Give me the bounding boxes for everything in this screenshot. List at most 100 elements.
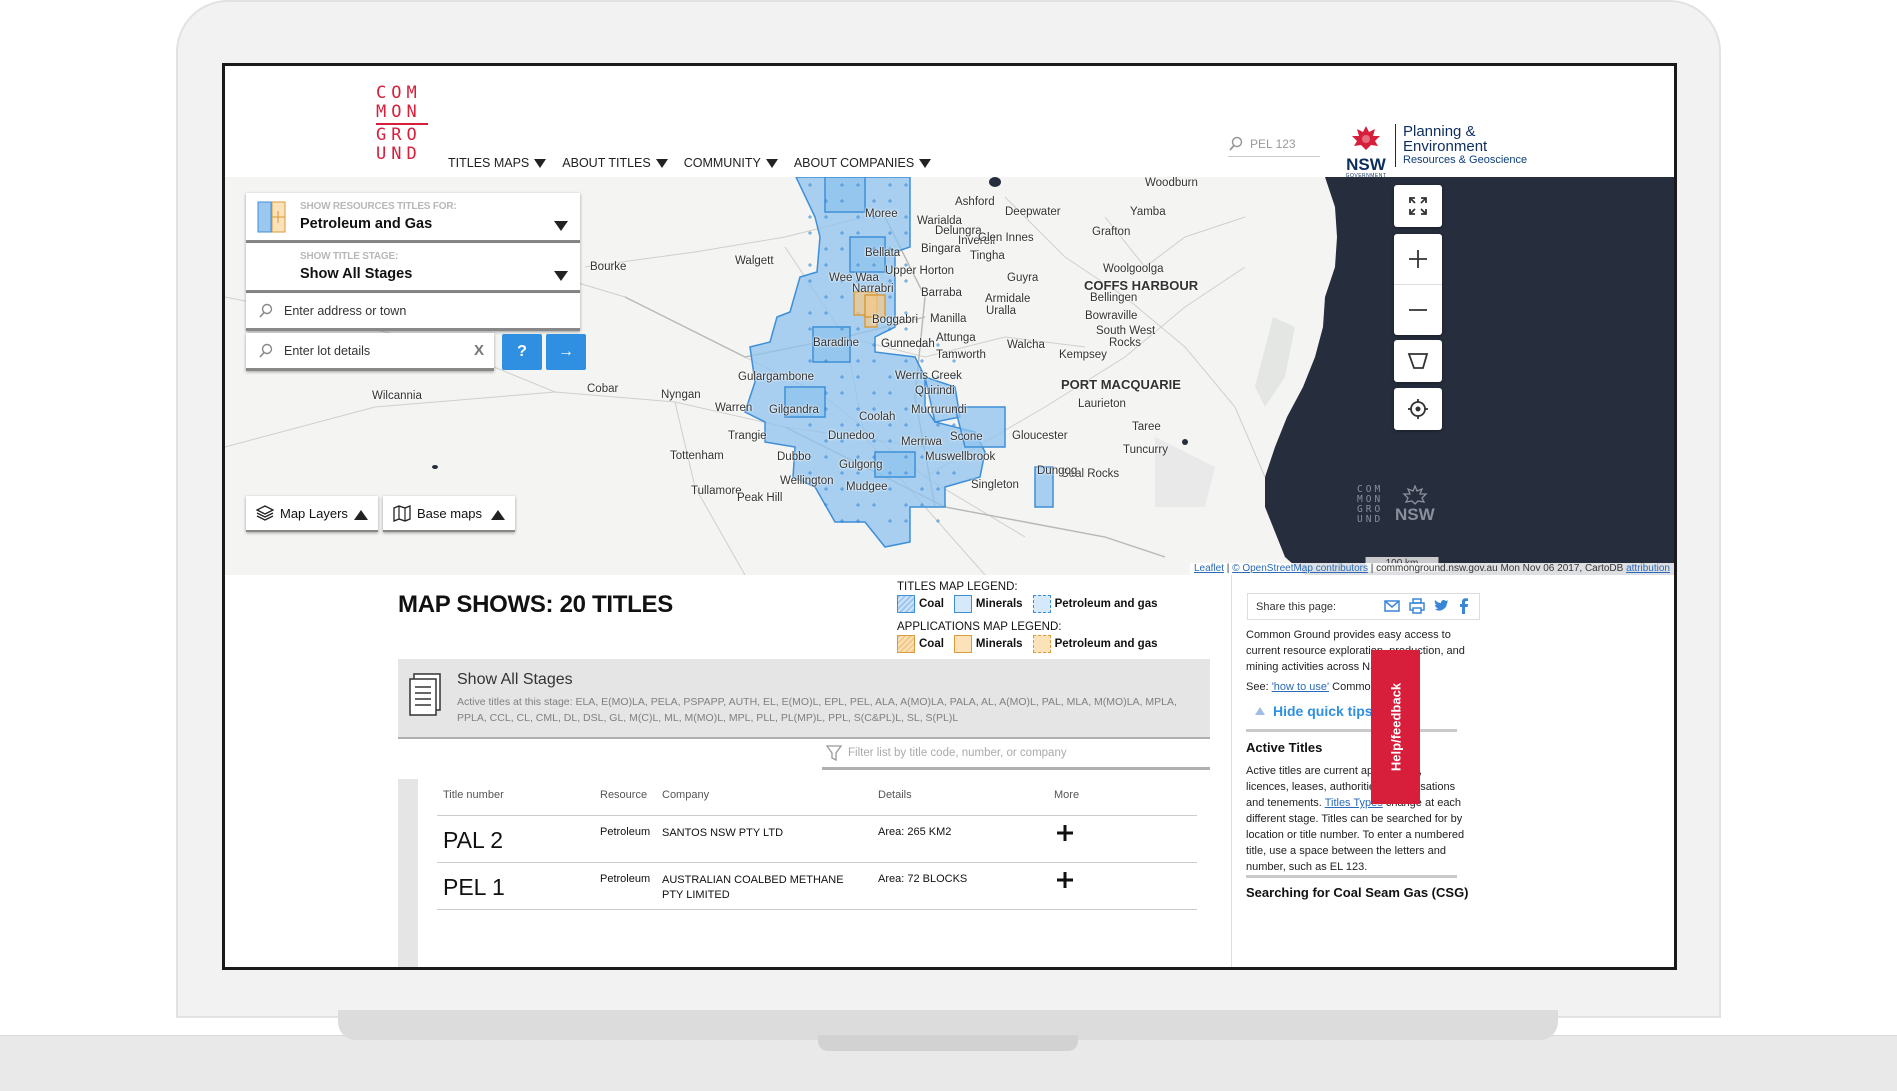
how-to-use-link[interactable]: 'how to use' — [1271, 681, 1330, 693]
map-place-label: Moree — [865, 208, 898, 220]
main-nav: TITLES MAPS ABOUT TITLES COMMUNITY ABOUT… — [443, 146, 947, 192]
common-ground-logo[interactable]: COM MON GRO UND — [376, 84, 434, 164]
map-place-label: Barraba — [921, 287, 962, 299]
resource-type-select[interactable]: SHOW RESOURCES TITLES FOR: Petroleum and… — [246, 193, 580, 243]
map-place-label: Scone — [950, 431, 983, 443]
expand-row-button[interactable] — [1055, 824, 1075, 844]
nsw-wordmark: NSW — [1346, 155, 1386, 174]
map-place-label: Nyngan — [661, 389, 701, 401]
map-place-label: Uralla — [986, 305, 1017, 317]
base-maps-button[interactable]: Base maps — [383, 496, 515, 532]
cartodb-attribution-link[interactable]: attribution — [1626, 563, 1670, 574]
resource-select-value: Petroleum and Gas — [300, 216, 433, 232]
map-place-label: Walgett — [735, 255, 774, 267]
nav-community[interactable]: COMMUNITY — [684, 146, 788, 180]
nsw-planning-logo[interactable]: NSW GOVERNMENT Planning & Environment Re… — [1345, 124, 1527, 179]
map-attribution: Leaflet | © OpenStreetMap contributors |… — [1190, 563, 1674, 575]
forest-patch — [1155, 437, 1215, 507]
email-icon[interactable] — [1384, 598, 1400, 614]
titles-types-link[interactable]: Titles Types — [1324, 797, 1383, 809]
applications-map-legend: APPLICATIONS MAP LEGEND: Coal Minerals P… — [897, 621, 1157, 653]
map-place-label: Tamworth — [936, 349, 986, 361]
petroleum-swatch — [1032, 595, 1051, 613]
facebook-icon[interactable] — [1459, 598, 1469, 614]
minus-icon — [1409, 309, 1427, 311]
lot-placeholder: Enter lot details — [284, 343, 371, 358]
caret-down-icon — [655, 158, 668, 168]
map-layers-button[interactable]: Map Layers — [246, 496, 378, 532]
map-watermark-logo: COM MON GRO UND — [1357, 485, 1383, 525]
results-heading: MAP SHOWS: 20 TITLES — [398, 591, 673, 618]
waratah-icon — [1352, 126, 1380, 150]
search-icon — [259, 303, 273, 318]
map-place-label: PORT MACQUARIE — [1061, 377, 1181, 392]
help-feedback-tab[interactable]: Help/feedback — [1371, 650, 1420, 804]
map-place-label: Quirindi — [915, 385, 955, 397]
map-place-label: Armidale — [985, 293, 1031, 305]
fullscreen-button[interactable] — [1394, 185, 1442, 227]
map-place-label: Tuncurry — [1123, 444, 1168, 456]
map-place-label: Bourke — [590, 261, 627, 273]
title-resource: Petroleum — [600, 873, 651, 885]
map-place-label: Boggabri — [872, 314, 919, 326]
stage-select-label: SHOW TITLE STAGE: — [300, 251, 399, 262]
lot-details-input[interactable]: Enter lot details X — [246, 333, 494, 371]
twitter-icon[interactable] — [1434, 598, 1450, 614]
petroleum-titles — [744, 177, 1054, 548]
clear-lot-button[interactable]: X — [473, 342, 484, 359]
titles-map[interactable]: Woodburn Ashford Deepwater Yamba Moree Warial… — [225, 177, 1674, 575]
locate-me-button[interactable] — [1394, 388, 1442, 430]
map-place-label: Coolah — [859, 411, 896, 423]
draw-area-button[interactable] — [1394, 340, 1442, 382]
leaflet-link[interactable]: Leaflet — [1194, 563, 1225, 574]
map-place-label: Seal Rocks — [1061, 468, 1120, 480]
hide-quick-tips-toggle[interactable]: Hide quick tips — [1255, 703, 1373, 719]
map-place-label: Murrurundi — [911, 404, 967, 416]
nav-titles-maps[interactable]: TITLES MAPS — [443, 146, 559, 192]
title-stage-select[interactable]: SHOW TITLE STAGE: Show All Stages — [246, 243, 580, 293]
map-place-label: Upper Horton — [885, 265, 955, 277]
hide-tips-label: Hide quick tips — [1273, 703, 1373, 719]
lot-go-button[interactable]: → — [546, 334, 586, 370]
logo-row: MON — [376, 102, 422, 122]
map-place-label: Glen Innes — [978, 232, 1034, 244]
logo-divider — [376, 123, 428, 125]
lot-help-button[interactable]: ? — [502, 334, 542, 370]
share-icons — [1384, 598, 1469, 614]
nav-about-companies[interactable]: ABOUT COMPANIES — [794, 146, 941, 180]
address-search-input[interactable]: Enter address or town — [246, 293, 580, 331]
osm-link[interactable]: © OpenStreetMap contributors — [1232, 563, 1368, 574]
print-icon[interactable] — [1409, 598, 1425, 614]
legend-label: Minerals — [975, 638, 1023, 650]
table-row[interactable]: PEL 1 Petroleum AUSTRALIAN COALBED METHA… — [437, 863, 1197, 910]
see-prefix: See: — [1246, 681, 1272, 693]
nsw-government-mark: NSW GOVERNMENT — [1345, 124, 1387, 179]
nav-about-titles[interactable]: ABOUT TITLES — [562, 146, 677, 180]
forest-patch — [1255, 317, 1295, 407]
map-place-label: Wellington — [780, 475, 834, 487]
map-place-label: COFFS HARBOUR — [1084, 278, 1199, 293]
map-place-label: Grafton — [1092, 226, 1131, 238]
map-place-label: Attunga — [936, 332, 976, 344]
header-search-input[interactable]: PEL 123 — [1228, 132, 1320, 157]
map-place-label: Muswellbrook — [925, 451, 996, 463]
laptop-notch — [818, 1035, 1078, 1051]
title-filter-input[interactable]: Filter list by title code, number, or co… — [822, 739, 1210, 770]
map-place-label: Gilgandra — [769, 404, 819, 416]
zoom-out-button[interactable] — [1394, 284, 1442, 335]
table-row[interactable]: PAL 2 Petroleum SANTOS NSW PTY LTD Area:… — [437, 816, 1197, 863]
column-header: Title number — [443, 789, 504, 801]
map-place-label: Baradine — [813, 337, 860, 349]
filter-placeholder: Filter list by title code, number, or co… — [848, 747, 1067, 759]
map-place-label: Walcha — [1007, 339, 1045, 351]
map-place-label: Cobar — [587, 383, 619, 395]
expand-row-button[interactable] — [1055, 871, 1075, 891]
map-place-label: Merriwa — [901, 436, 942, 448]
zoom-in-button[interactable] — [1394, 234, 1442, 284]
logo-row: COM — [376, 83, 422, 103]
map-place-label: Mudgee — [846, 481, 888, 493]
map-place-label: Yamba — [1130, 206, 1166, 218]
title-block — [849, 236, 886, 273]
table-header: Title number Resource Company Details Mo… — [437, 789, 1197, 816]
polygon-draw-icon — [1407, 353, 1429, 369]
